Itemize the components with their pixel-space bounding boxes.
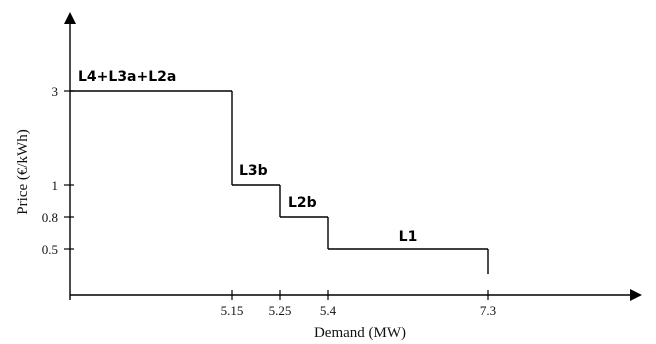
step-labels: L4+L3a+L2a L3b L2b L1 [78, 69, 417, 245]
x-tick-label: 5.4 [320, 303, 337, 318]
x-ticks: 5.15 5.25 5.4 7.3 [221, 290, 496, 318]
step-label: L2b [288, 195, 317, 211]
step-label: L4+L3a+L2a [78, 69, 176, 85]
x-axis-title: Demand (MW) [314, 325, 406, 341]
x-tick-label: 7.3 [480, 303, 496, 318]
price-steps [70, 90, 489, 274]
y-tick-label: 0.5 [42, 242, 58, 257]
y-tick-label: 3 [52, 84, 59, 99]
step-label: L1 [399, 229, 418, 245]
x-tick-label: 5.25 [269, 303, 292, 318]
x-tick-label: 5.15 [221, 303, 244, 318]
y-axis-title: Price (€/kWh) [15, 129, 31, 214]
y-ticks: 0.5 0.8 1 3 [42, 84, 74, 257]
y-tick-label: 1 [52, 178, 59, 193]
y-tick-label: 0.8 [42, 210, 58, 225]
step-label: L3b [239, 163, 268, 179]
